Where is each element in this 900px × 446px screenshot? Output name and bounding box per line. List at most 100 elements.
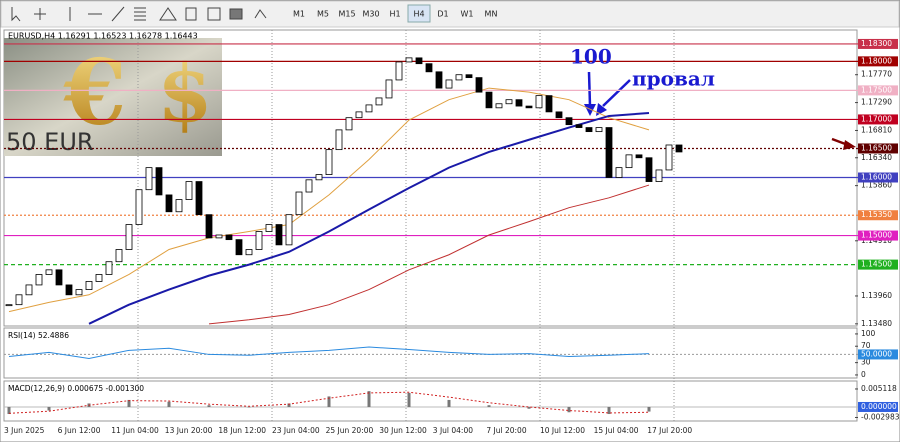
candle xyxy=(315,174,323,181)
candle xyxy=(215,234,223,239)
time-label: 11 Jun 04:00 xyxy=(111,426,159,435)
time-label: 3 Jul 04:00 xyxy=(433,426,473,435)
candle xyxy=(235,239,243,256)
level-label: 1.17000 xyxy=(861,114,892,123)
timeframe-button[interactable]: M30 xyxy=(362,10,379,19)
macd-bar xyxy=(527,406,531,409)
level-box xyxy=(858,143,898,154)
level-box xyxy=(858,114,898,125)
candle xyxy=(595,127,603,133)
macd-bar xyxy=(367,391,371,407)
candle xyxy=(245,249,253,256)
rsi-tick-label: 0 xyxy=(861,370,866,379)
candle xyxy=(495,103,503,109)
macd-level-box xyxy=(858,401,898,412)
timeframe-button[interactable]: H1 xyxy=(389,10,400,19)
toolbar xyxy=(0,0,900,28)
timeframe-button[interactable]: M1 xyxy=(293,10,305,19)
candle xyxy=(195,181,203,216)
candle xyxy=(445,79,453,89)
macd-bar xyxy=(447,399,451,407)
candle xyxy=(285,214,293,246)
candle xyxy=(85,281,93,290)
level-box xyxy=(858,38,898,49)
candle xyxy=(525,105,533,109)
candle xyxy=(465,74,473,79)
candle xyxy=(75,289,83,296)
level-box xyxy=(858,259,898,270)
candle xyxy=(385,79,393,99)
candle xyxy=(645,157,653,182)
macd-bar xyxy=(47,406,51,411)
fib-tool[interactable] xyxy=(134,7,146,21)
time-label: 18 Jun 12:00 xyxy=(218,426,266,435)
candle xyxy=(335,129,343,151)
level-label: 1.15350 xyxy=(861,210,892,219)
macd-bar xyxy=(127,399,131,407)
timeframe-button[interactable]: W1 xyxy=(461,10,474,19)
level-label: 1.14500 xyxy=(861,260,892,269)
macd-tick-label: -0.002983 xyxy=(861,412,900,421)
label-tool[interactable] xyxy=(207,7,221,21)
macd-bar xyxy=(607,406,611,415)
macd-label: MACD(12,26,9) 0.000675 -0.001300 xyxy=(8,384,144,393)
level-box xyxy=(858,230,898,241)
candle xyxy=(505,99,513,105)
candle xyxy=(555,111,563,119)
candle xyxy=(455,74,463,81)
candle xyxy=(415,57,423,65)
rsi-level-box xyxy=(858,349,898,360)
macd-signal xyxy=(8,391,650,414)
candle xyxy=(25,284,33,296)
timeframe-button[interactable]: M15 xyxy=(338,10,355,19)
timeframe-button[interactable]: H4 xyxy=(413,10,424,19)
time-label: 30 Jun 12:00 xyxy=(379,426,427,435)
macd-tick-label: 0.005118 xyxy=(861,384,897,393)
timeframe-button[interactable]: MN xyxy=(485,10,498,19)
logo-euro: € xyxy=(63,40,127,146)
trend-tool[interactable] xyxy=(111,6,125,22)
candle xyxy=(125,224,133,250)
candle xyxy=(425,63,433,73)
y-tick-label: 1.17770 xyxy=(861,70,892,79)
level-box xyxy=(858,85,898,96)
annotation: 100 xyxy=(570,45,612,69)
candle xyxy=(355,111,363,119)
time-label: 15 Jul 04:00 xyxy=(594,426,639,435)
candle xyxy=(545,95,553,113)
annotation: провал xyxy=(632,67,715,91)
shape-tool[interactable] xyxy=(159,7,177,21)
candle xyxy=(35,274,43,286)
level-box xyxy=(858,210,898,221)
timeframe-button[interactable]: D1 xyxy=(437,10,448,19)
level-label: 1.16000 xyxy=(861,173,892,182)
moving-average xyxy=(208,184,650,325)
macd-bar xyxy=(287,403,291,407)
candle xyxy=(535,95,543,109)
cursor-tool[interactable] xyxy=(11,7,21,22)
candle xyxy=(515,99,523,107)
time-label: 3 Jun 2025 xyxy=(4,426,45,435)
macd-bar xyxy=(487,405,491,407)
candle xyxy=(115,249,123,263)
rsi-level-label: 50.0000 xyxy=(861,349,892,358)
time-label: 13 Jun 20:00 xyxy=(165,426,213,435)
level-label: 1.18300 xyxy=(861,39,892,48)
candle xyxy=(265,224,273,232)
candle xyxy=(605,127,613,178)
candle xyxy=(585,127,593,133)
rsi-tick-label: 100 xyxy=(861,329,876,338)
candle xyxy=(205,214,213,239)
text-tool[interactable] xyxy=(185,7,197,21)
candle xyxy=(565,117,573,126)
rsi-tick-label: 70 xyxy=(861,341,871,350)
macd-bar xyxy=(7,406,11,415)
macd-bar xyxy=(247,406,251,408)
moving-average xyxy=(8,87,650,313)
timeframe-button[interactable]: M5 xyxy=(317,10,329,19)
arrow-tool[interactable] xyxy=(254,9,267,19)
rect-tool[interactable] xyxy=(229,8,243,20)
crosshair-tool[interactable] xyxy=(34,8,46,20)
time-label: 23 Jun 04:00 xyxy=(272,426,320,435)
